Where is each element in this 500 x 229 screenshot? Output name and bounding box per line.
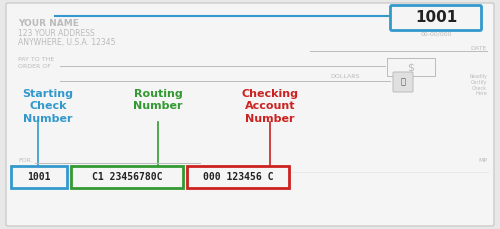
Text: PAY TO THE
ORDER OF: PAY TO THE ORDER OF [18,57,54,69]
FancyBboxPatch shape [390,5,482,30]
Text: Readily
Certify
Check
Here: Readily Certify Check Here [469,74,487,96]
Text: YOUR NAME: YOUR NAME [18,19,79,28]
Text: $: $ [408,62,414,72]
Text: 1001: 1001 [27,172,51,182]
Text: MP: MP [478,158,487,163]
Text: C1 23456780C: C1 23456780C [92,172,162,182]
FancyBboxPatch shape [6,3,494,226]
Text: 1001: 1001 [415,11,457,25]
Text: Checking
Account
Number: Checking Account Number [242,89,298,124]
Text: 00-00/000: 00-00/000 [420,32,452,37]
FancyBboxPatch shape [187,166,289,188]
Text: DATE: DATE [471,46,487,51]
Text: Routing
Number: Routing Number [133,89,183,111]
FancyBboxPatch shape [387,58,435,76]
FancyBboxPatch shape [71,166,183,188]
FancyBboxPatch shape [11,166,67,188]
Text: DOLLARS: DOLLARS [330,74,360,79]
Text: ANYWHERE, U.S.A. 12345: ANYWHERE, U.S.A. 12345 [18,38,116,47]
Text: 000 123456 C: 000 123456 C [203,172,273,182]
Text: Starting
Check
Number: Starting Check Number [22,89,74,124]
FancyBboxPatch shape [393,72,413,92]
Text: FOR: FOR [18,158,31,163]
Text: 123 YOUR ADDRESS: 123 YOUR ADDRESS [18,29,95,38]
Text: 🔒: 🔒 [400,77,406,87]
